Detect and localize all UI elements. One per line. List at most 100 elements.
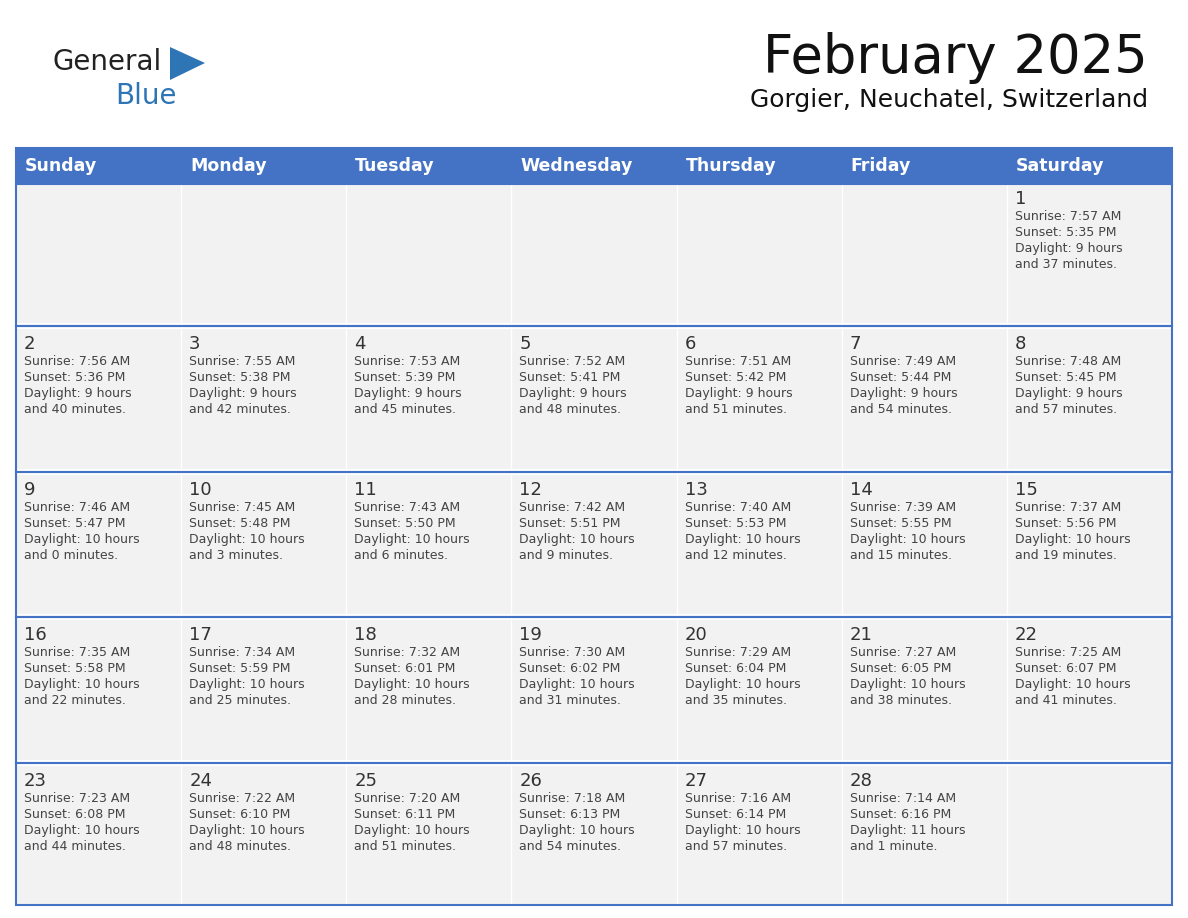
Text: Tuesday: Tuesday [355,157,435,175]
Text: and 9 minutes.: and 9 minutes. [519,549,613,562]
Text: Sunset: 5:59 PM: Sunset: 5:59 PM [189,662,291,676]
Text: Sunrise: 7:57 AM: Sunrise: 7:57 AM [1015,210,1121,223]
Text: Sunset: 5:36 PM: Sunset: 5:36 PM [24,372,126,385]
Text: 3: 3 [189,335,201,353]
Text: Daylight: 10 hours: Daylight: 10 hours [354,823,470,836]
Bar [15,184,181,323]
Text: Sunrise: 7:52 AM: Sunrise: 7:52 AM [519,355,626,368]
Text: Sunrise: 7:34 AM: Sunrise: 7:34 AM [189,646,296,659]
Text: 26: 26 [519,772,542,789]
Bar [677,330,842,469]
Text: Sunday: Sunday [25,157,97,175]
Text: Daylight: 10 hours: Daylight: 10 hours [24,823,140,836]
Text: Daylight: 10 hours: Daylight: 10 hours [519,823,636,836]
Text: Daylight: 10 hours: Daylight: 10 hours [684,532,801,546]
Bar [677,184,842,323]
Bar [1007,330,1173,469]
Text: Sunrise: 7:37 AM: Sunrise: 7:37 AM [1015,501,1121,514]
Text: 13: 13 [684,481,707,498]
Text: Daylight: 9 hours: Daylight: 9 hours [684,387,792,400]
Text: 16: 16 [24,626,46,644]
Text: Daylight: 10 hours: Daylight: 10 hours [1015,532,1131,546]
Bar [181,330,346,469]
Text: and 22 minutes.: and 22 minutes. [24,694,126,707]
Bar [181,148,346,184]
Text: 4: 4 [354,335,366,353]
Text: Sunset: 5:35 PM: Sunset: 5:35 PM [1015,226,1117,239]
Text: and 28 minutes.: and 28 minutes. [354,694,456,707]
Text: Sunset: 5:53 PM: Sunset: 5:53 PM [684,517,786,530]
Text: and 54 minutes.: and 54 minutes. [849,403,952,417]
Text: Sunrise: 7:55 AM: Sunrise: 7:55 AM [189,355,296,368]
Text: Sunrise: 7:45 AM: Sunrise: 7:45 AM [189,501,296,514]
Text: Sunset: 5:41 PM: Sunset: 5:41 PM [519,372,621,385]
Text: Sunrise: 7:56 AM: Sunrise: 7:56 AM [24,355,131,368]
Text: 23: 23 [24,772,48,789]
Text: 11: 11 [354,481,377,498]
Text: Sunset: 6:08 PM: Sunset: 6:08 PM [24,808,126,821]
Text: Daylight: 10 hours: Daylight: 10 hours [354,678,470,691]
Text: Daylight: 9 hours: Daylight: 9 hours [849,387,958,400]
Text: Sunset: 5:45 PM: Sunset: 5:45 PM [1015,372,1117,385]
Text: and 42 minutes.: and 42 minutes. [189,403,291,417]
Text: Sunrise: 7:42 AM: Sunrise: 7:42 AM [519,501,626,514]
Text: Sunset: 5:48 PM: Sunset: 5:48 PM [189,517,291,530]
Text: Sunset: 6:13 PM: Sunset: 6:13 PM [519,808,620,821]
Bar [15,148,1173,905]
Text: Sunset: 6:10 PM: Sunset: 6:10 PM [189,808,291,821]
Text: Sunrise: 7:16 AM: Sunrise: 7:16 AM [684,791,791,804]
Text: Friday: Friday [851,157,911,175]
Bar [677,148,842,184]
Bar [346,184,511,323]
Polygon shape [170,47,206,80]
Text: Sunset: 6:14 PM: Sunset: 6:14 PM [684,808,785,821]
Text: Sunrise: 7:53 AM: Sunrise: 7:53 AM [354,355,461,368]
Text: Sunset: 6:05 PM: Sunset: 6:05 PM [849,662,952,676]
Text: Daylight: 10 hours: Daylight: 10 hours [849,532,966,546]
Bar [181,766,346,905]
Text: Sunrise: 7:48 AM: Sunrise: 7:48 AM [1015,355,1121,368]
Text: Daylight: 10 hours: Daylight: 10 hours [24,532,140,546]
Bar [511,330,677,469]
Bar [1007,148,1173,184]
Bar [1007,766,1173,905]
Text: 21: 21 [849,626,873,644]
Text: Monday: Monday [190,157,267,175]
Bar [1007,475,1173,614]
Text: and 35 minutes.: and 35 minutes. [684,694,786,707]
Text: Sunrise: 7:49 AM: Sunrise: 7:49 AM [849,355,956,368]
Text: Sunset: 5:42 PM: Sunset: 5:42 PM [684,372,786,385]
Text: Sunrise: 7:20 AM: Sunrise: 7:20 AM [354,791,461,804]
Text: and 6 minutes.: and 6 minutes. [354,549,448,562]
Text: 22: 22 [1015,626,1038,644]
Text: Sunset: 5:55 PM: Sunset: 5:55 PM [849,517,952,530]
Text: Sunrise: 7:30 AM: Sunrise: 7:30 AM [519,646,626,659]
Text: 27: 27 [684,772,708,789]
Text: Daylight: 10 hours: Daylight: 10 hours [189,532,305,546]
Text: General: General [52,48,162,76]
Text: and 25 minutes.: and 25 minutes. [189,694,291,707]
Text: and 37 minutes.: and 37 minutes. [1015,258,1117,271]
Bar [346,766,511,905]
Text: Daylight: 10 hours: Daylight: 10 hours [519,532,636,546]
Text: and 3 minutes.: and 3 minutes. [189,549,283,562]
Bar [346,621,511,759]
Bar [346,330,511,469]
Bar [842,148,1007,184]
Text: Sunset: 5:39 PM: Sunset: 5:39 PM [354,372,456,385]
Bar [677,766,842,905]
Text: Sunrise: 7:32 AM: Sunrise: 7:32 AM [354,646,461,659]
Text: Sunrise: 7:25 AM: Sunrise: 7:25 AM [1015,646,1121,659]
Bar [511,766,677,905]
Text: Daylight: 10 hours: Daylight: 10 hours [1015,678,1131,691]
Text: Sunset: 5:58 PM: Sunset: 5:58 PM [24,662,126,676]
Bar [511,621,677,759]
Text: Sunset: 6:01 PM: Sunset: 6:01 PM [354,662,456,676]
Bar [346,148,511,184]
Text: February 2025: February 2025 [763,32,1148,84]
Text: 10: 10 [189,481,211,498]
Text: 19: 19 [519,626,542,644]
Text: Daylight: 10 hours: Daylight: 10 hours [24,678,140,691]
Text: Sunset: 5:38 PM: Sunset: 5:38 PM [189,372,291,385]
Text: 8: 8 [1015,335,1026,353]
